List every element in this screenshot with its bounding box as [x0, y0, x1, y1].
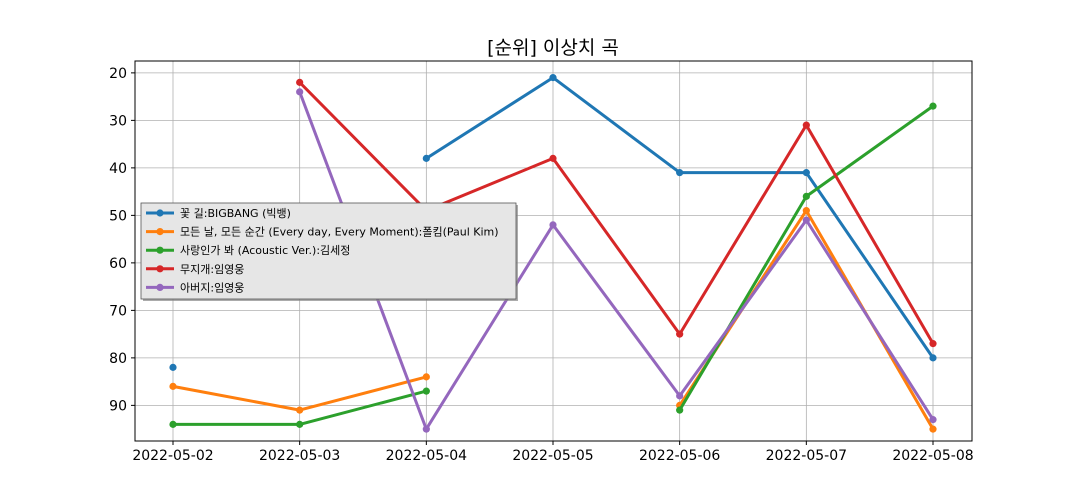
data-point	[422, 154, 430, 162]
series-0	[169, 74, 937, 371]
legend-label: 꽃 길:BIGBANG (빅뱅)	[180, 207, 291, 220]
y-tick-label: 60	[109, 256, 127, 272]
data-point	[296, 420, 304, 428]
data-point	[802, 192, 810, 200]
data-point	[676, 330, 684, 338]
data-point	[676, 392, 684, 400]
y-tick-label: 80	[109, 351, 127, 367]
series-layer	[169, 74, 937, 433]
legend-box	[140, 202, 517, 300]
data-point	[549, 221, 557, 229]
x-tick-label: 2022-05-04	[386, 448, 467, 464]
series-4	[296, 88, 937, 433]
legend-swatch-marker	[156, 246, 164, 254]
data-point	[929, 416, 937, 424]
y-tick-label: 90	[109, 398, 127, 414]
legend-swatch-marker	[156, 209, 164, 217]
y-tick-label: 50	[109, 208, 127, 224]
data-point	[296, 406, 304, 414]
y-tick-label: 30	[109, 113, 127, 129]
data-point	[422, 425, 430, 433]
data-point	[929, 425, 937, 433]
y-tick-label: 70	[109, 303, 127, 319]
data-point	[422, 387, 430, 395]
data-point	[802, 121, 810, 129]
data-point	[296, 78, 304, 86]
axis-ticks: 2022-05-02 2022-05-03 2022-05-04 2022-05-05…	[109, 66, 974, 464]
data-point	[422, 373, 430, 381]
data-point	[296, 88, 304, 96]
data-point	[929, 354, 937, 362]
x-tick-label: 2022-05-05	[512, 448, 593, 464]
data-point	[169, 382, 177, 390]
data-point	[802, 169, 810, 177]
legend-label: 아버지:임영웅	[180, 281, 244, 294]
legend-swatch-marker	[156, 283, 164, 291]
x-tick-label: 2022-05-06	[639, 448, 720, 464]
legend-label: 사랑인가 봐 (Acoustic Ver.):김세정	[180, 244, 350, 257]
series-line	[297, 80, 936, 346]
legend-label: 무지개:임영웅	[180, 263, 244, 276]
data-point	[549, 74, 557, 82]
legend-swatch-marker	[156, 228, 164, 236]
data-point	[802, 216, 810, 224]
legend-swatch-marker	[156, 265, 164, 273]
y-tick-label: 20	[109, 66, 127, 82]
data-point	[676, 406, 684, 414]
data-point	[802, 207, 810, 215]
data-point	[169, 363, 177, 371]
data-point	[929, 102, 937, 110]
data-point	[676, 169, 684, 177]
y-tick-label: 40	[109, 161, 127, 177]
data-point	[549, 154, 557, 162]
x-tick-label: 2022-05-07	[766, 448, 847, 464]
x-tick-label: 2022-05-08	[892, 448, 973, 464]
x-tick-label: 2022-05-03	[259, 448, 340, 464]
data-point	[169, 420, 177, 428]
legend-label: 모든 날, 모든 순간 (Every day, Every Moment):폴킴…	[180, 226, 499, 239]
chart-title: [순위] 이상치 곡	[487, 37, 619, 59]
x-tick-label: 2022-05-02	[132, 448, 213, 464]
legend: 꽃 길:BIGBANG (빅뱅) 모든 날, 모든 순간 (Every day, …	[140, 202, 518, 301]
series-3	[296, 78, 937, 348]
series-line	[297, 89, 936, 431]
data-point	[929, 340, 937, 348]
